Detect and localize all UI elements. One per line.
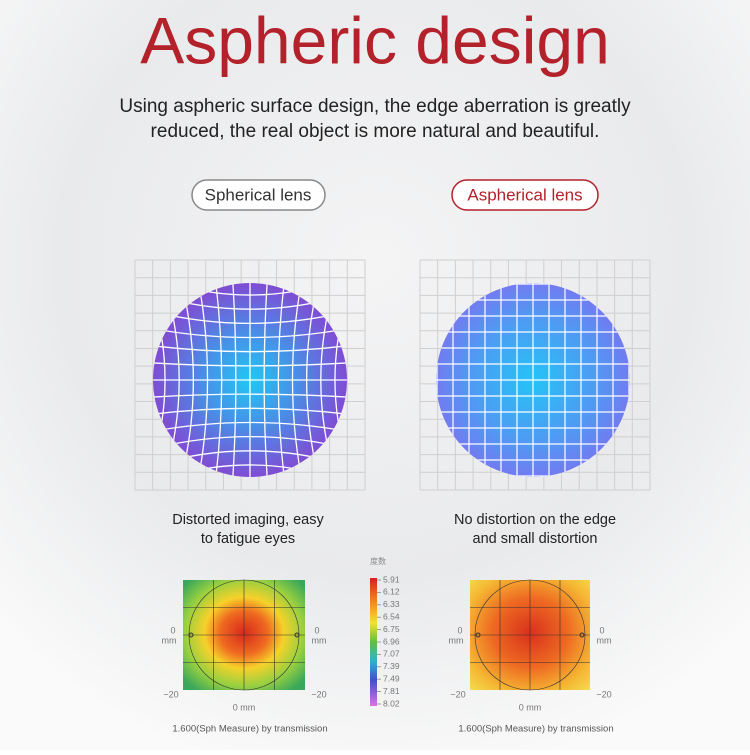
scale-label: 7.81 bbox=[383, 686, 400, 696]
scale-label: 7.07 bbox=[383, 649, 400, 659]
scale-label: 6.75 bbox=[383, 624, 400, 634]
heatmap-circle bbox=[474, 579, 586, 691]
scale-label: 8.02 bbox=[383, 698, 400, 708]
axis-label: −20 bbox=[450, 689, 465, 699]
axis-label: 0 bbox=[457, 625, 462, 635]
marker bbox=[294, 632, 300, 638]
lens-label: Spherical lens bbox=[205, 185, 312, 204]
warped-line bbox=[153, 393, 347, 399]
scale-label: 5.91 bbox=[383, 574, 400, 584]
axis-label: −20 bbox=[596, 689, 611, 699]
scale-label: 7.49 bbox=[383, 673, 400, 683]
axis-label: 0 bbox=[599, 625, 604, 635]
scale-title: 度数 bbox=[370, 556, 386, 566]
axis-label: mm bbox=[162, 635, 177, 645]
axis-label: mm bbox=[312, 635, 327, 645]
subtitle: Using aspheric surface design, the edge … bbox=[119, 96, 631, 117]
scale-label: 6.54 bbox=[383, 611, 400, 621]
warped-line bbox=[153, 421, 347, 435]
warped-line bbox=[263, 283, 269, 477]
axis-label: mm bbox=[597, 635, 612, 645]
title: Aspheric design bbox=[140, 3, 610, 77]
scale-label: 7.39 bbox=[383, 661, 400, 671]
caption: Distorted imaging, easy bbox=[172, 512, 324, 528]
axis-label: −20 bbox=[311, 689, 326, 699]
caption: to fatigue eyes bbox=[201, 531, 295, 547]
scale-label: 6.96 bbox=[383, 636, 400, 646]
marker bbox=[579, 632, 585, 638]
scale-label: 6.12 bbox=[383, 587, 400, 597]
warped-line bbox=[277, 283, 287, 477]
color-bar bbox=[370, 578, 377, 706]
axis-label: 0 mm bbox=[233, 702, 256, 712]
axis-label: mm bbox=[449, 635, 464, 645]
scale-label: 6.33 bbox=[383, 599, 400, 609]
marker bbox=[188, 632, 194, 638]
warped-line bbox=[291, 283, 305, 477]
subtitle: reduced, the real object is more natural… bbox=[151, 121, 600, 142]
pill bbox=[451, 179, 599, 211]
axis-label: 0 mm bbox=[519, 702, 542, 712]
axis-label: 0 bbox=[314, 625, 319, 635]
heatmap-caption: 1.600(Sph Measure) by transmission bbox=[172, 724, 327, 735]
lens-label: Aspherical lens bbox=[467, 185, 582, 204]
heatmap-caption: 1.600(Sph Measure) by transmission bbox=[458, 724, 613, 735]
caption: No distortion on the edge bbox=[454, 512, 616, 528]
warped-line bbox=[153, 407, 347, 417]
marker bbox=[475, 632, 481, 638]
warped-line bbox=[334, 283, 347, 477]
axis-label: 0 bbox=[170, 625, 175, 635]
caption: and small distortion bbox=[473, 531, 598, 547]
pill bbox=[191, 179, 326, 211]
axis-label: −20 bbox=[163, 689, 178, 699]
warped-line bbox=[153, 464, 347, 477]
